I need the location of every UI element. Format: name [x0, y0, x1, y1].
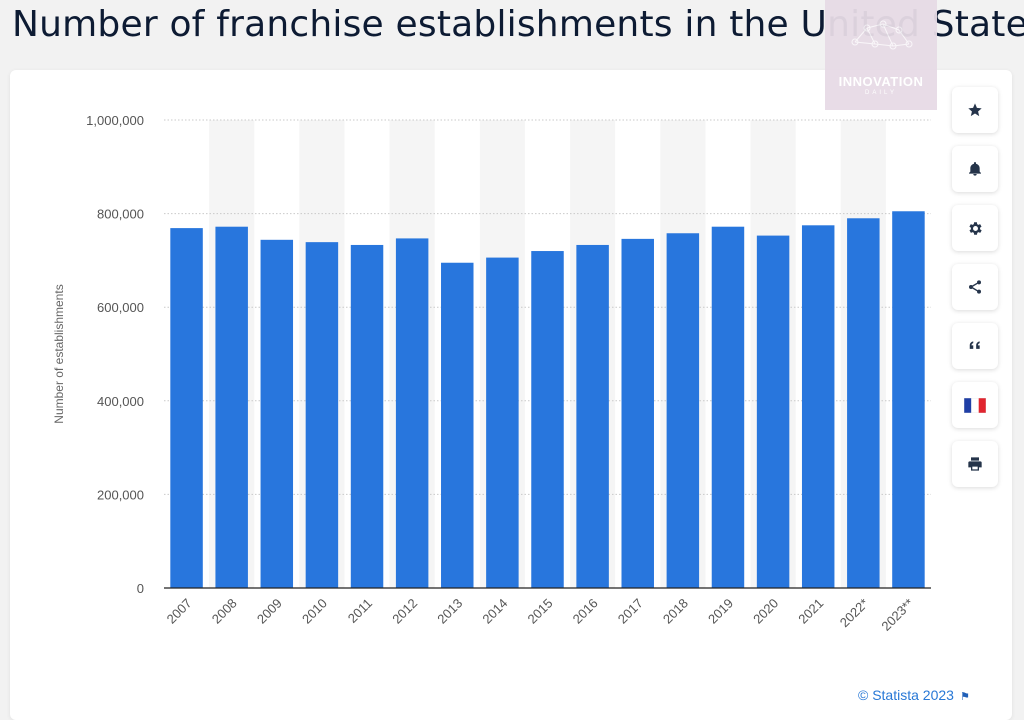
bar[interactable] — [486, 257, 519, 588]
bar[interactable] — [756, 235, 790, 588]
share-icon — [969, 280, 981, 294]
x-tick-label: 2018 — [660, 596, 691, 627]
statista-credit[interactable]: © Statista 2023 ⚑ — [858, 687, 970, 703]
watermark-text: INNOVATION — [838, 74, 924, 89]
watermark-subtext: DAILY — [865, 90, 897, 96]
y-tick-label: 800,000 — [97, 207, 144, 222]
y-axis-label: Number of establishments — [52, 284, 66, 423]
bar[interactable] — [531, 251, 564, 589]
bars — [170, 211, 925, 589]
bar[interactable] — [801, 225, 835, 589]
bar[interactable] — [711, 226, 745, 589]
gear-icon — [968, 221, 982, 235]
notification-button[interactable] — [952, 146, 998, 192]
bar[interactable] — [666, 233, 700, 589]
bar[interactable] — [621, 238, 654, 588]
x-tick-label: 2008 — [209, 596, 240, 627]
flag-icon: ⚑ — [959, 691, 970, 703]
x-tick-labels: 2007 2008 2009 2010 2011 2012 2013 2014 2015 2016… — [164, 596, 917, 634]
favorite-button[interactable] — [952, 87, 998, 133]
x-tick-label: 2007 — [164, 596, 195, 627]
bar[interactable] — [892, 211, 925, 588]
cite-button[interactable] — [952, 323, 998, 369]
print-button[interactable] — [952, 441, 998, 487]
x-tick-label: 2021 — [795, 596, 826, 627]
x-tick-label: 2009 — [254, 596, 285, 627]
print-icon — [968, 457, 982, 471]
y-tick-label: 200,000 — [97, 487, 144, 502]
x-tick-label: 2019 — [705, 596, 736, 627]
x-tick-label: 2023** — [878, 596, 916, 634]
bar[interactable] — [215, 226, 248, 589]
bar[interactable] — [305, 242, 339, 588]
star-icon — [968, 103, 982, 117]
x-tick-label: 2013 — [434, 596, 465, 627]
watermark-logo: INNOVATION DAILY — [825, 0, 937, 110]
french-flag-icon — [964, 397, 986, 413]
x-tick-label: 2012 — [389, 596, 420, 627]
language-button[interactable] — [952, 382, 998, 428]
bar[interactable] — [441, 262, 474, 588]
x-tick-label: 2017 — [615, 596, 646, 627]
x-tick-label: 2014 — [479, 596, 510, 627]
bar[interactable] — [576, 244, 609, 588]
y-tick-label: 600,000 — [97, 300, 144, 315]
bar[interactable] — [395, 238, 429, 589]
bar[interactable] — [260, 239, 294, 589]
y-tick-label: 400,000 — [97, 394, 144, 409]
credit-text: © Statista 2023 — [858, 687, 954, 703]
brain-network-icon — [851, 20, 913, 50]
y-tick-label: 1,000,000 — [86, 113, 144, 128]
bar[interactable] — [847, 218, 880, 588]
x-tick-label: 2016 — [570, 596, 601, 627]
x-tick-label: 2010 — [299, 596, 330, 627]
bar[interactable] — [170, 228, 203, 588]
share-button[interactable] — [952, 264, 998, 310]
y-tick-labels: 0 200,000 400,000 600,000 800,000 1,000,000 — [86, 113, 144, 596]
x-tick-label: 2020 — [750, 596, 781, 627]
x-tick-label: 2011 — [345, 596, 375, 626]
x-tick-label: 2015 — [525, 596, 556, 627]
x-tick-label: 2022* — [837, 596, 872, 631]
bell-icon — [969, 162, 981, 176]
y-tick-label: 0 — [137, 581, 144, 596]
bar[interactable] — [350, 244, 384, 588]
side-toolbar — [952, 87, 1000, 500]
settings-button[interactable] — [952, 205, 998, 251]
quote-icon — [969, 341, 980, 349]
